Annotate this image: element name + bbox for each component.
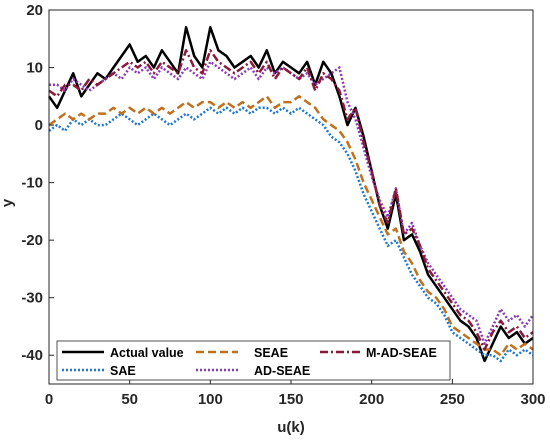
y-tick-label: -30 [21, 290, 43, 307]
y-axis-label: y [0, 198, 16, 207]
y-tick-label: 10 [26, 60, 43, 77]
y-tick-label: -20 [21, 232, 43, 249]
legend-label-seae: SEAE [254, 346, 288, 360]
legend-label-actual: Actual value [110, 346, 184, 360]
y-tick-label: 20 [26, 2, 43, 19]
y-tick-label: -40 [21, 347, 43, 364]
legend-label-sae: SAE [110, 364, 136, 378]
y-tick-label: -10 [21, 175, 43, 192]
x-tick-label: 250 [440, 391, 465, 408]
y-tick-label: 0 [35, 117, 43, 134]
x-tick-label: 300 [520, 391, 545, 408]
x-axis-label: u(k) [277, 419, 305, 436]
series-line-actual-value [47, 26, 534, 363]
x-tick-label: 150 [278, 391, 303, 408]
series-layer [47, 26, 535, 363]
x-tick-label: 0 [45, 391, 53, 408]
legend-label-adseae: AD-SEAE [254, 364, 310, 378]
ticks-layer: 0 50 100 150 200 250 300 -40 -30 -20 -10 0 10 20 [21, 2, 545, 408]
x-tick-label: 50 [121, 391, 138, 408]
series-line-m-ad-seae [48, 49, 534, 351]
legend-label-madseae: M-AD-SEAE [366, 346, 437, 360]
x-tick-label: 100 [198, 391, 223, 408]
legend-box [56, 340, 451, 381]
x-tick-label: 200 [359, 391, 384, 408]
legend: Actual value SAE SEAE AD-SEAE M-AD-SEAE [56, 340, 451, 381]
series-line-seae [48, 95, 534, 357]
series-line-sae [48, 106, 534, 363]
